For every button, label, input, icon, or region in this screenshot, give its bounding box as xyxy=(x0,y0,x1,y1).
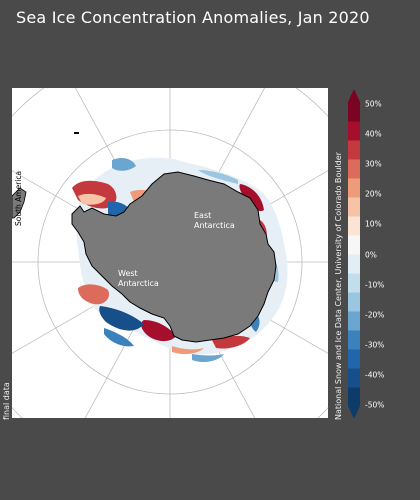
anomaly-patch xyxy=(78,284,110,305)
map-title: Sea Ice Concentration Anomalies, Jan 202… xyxy=(16,8,370,27)
colorbar: 50% 40% 30% 20% 10% 0% -10% -20% -30% -40% -50% xyxy=(346,88,406,420)
colorbar-tick-label: -30% xyxy=(365,340,385,350)
anomaly-patch xyxy=(198,170,238,184)
colorbar-segment xyxy=(348,235,360,255)
anomaly-patch xyxy=(141,320,176,342)
colorbar-segment xyxy=(348,387,360,407)
colorbar-tick-label: 40% xyxy=(365,129,382,139)
anomaly-patch xyxy=(99,306,144,331)
colorbar-segment xyxy=(348,140,360,160)
colorbar-tick-label: 0% xyxy=(365,250,377,259)
label-south-america: South America xyxy=(14,171,23,226)
colorbar-tick-label: -50% xyxy=(365,400,385,410)
anomaly-patch xyxy=(192,354,224,362)
antarctic-polar-projection: East Antarctica West Antarctica South Am… xyxy=(12,88,328,418)
anomaly-patch xyxy=(104,328,134,347)
colorbar-tick-label: -10% xyxy=(365,280,385,290)
anomaly-patch xyxy=(212,335,250,349)
label-east-antarctica-line1: East xyxy=(194,211,211,220)
colorbar-segment xyxy=(348,368,360,388)
label-east-antarctica-line2: Antarctica xyxy=(194,221,235,230)
anomaly-patch xyxy=(112,158,136,171)
label-west-antarctica-line1: West xyxy=(118,269,138,278)
antarctica-landmass xyxy=(71,171,277,343)
colorbar-tick-label: -20% xyxy=(365,310,385,320)
anomaly-patch xyxy=(239,184,264,212)
colorbar-max-extend-arrow xyxy=(348,89,360,102)
colorbar-segment xyxy=(348,254,360,274)
colorbar-scale xyxy=(348,89,360,419)
colorbar-tick-label: 10% xyxy=(365,219,382,229)
polar-map: East Antarctica West Antarctica South Am… xyxy=(12,88,328,418)
colorbar-segment xyxy=(348,197,360,217)
colorbar-tick-label: -40% xyxy=(365,370,385,380)
colorbar-segment xyxy=(348,311,360,331)
colorbar-segment xyxy=(348,216,360,236)
colorbar-segment xyxy=(348,159,360,179)
colorbar-min-extend-arrow xyxy=(348,406,360,419)
label-west-antarctica-line2: Antarctica xyxy=(118,279,159,288)
colorbar-tick-label: 50% xyxy=(365,99,382,109)
colorbar-tick-label: 20% xyxy=(365,189,382,199)
credit-label: National Snow and Ice Data Center, Unive… xyxy=(334,152,343,420)
anomaly-patch xyxy=(172,346,204,355)
colorbar-segment xyxy=(348,178,360,198)
colorbar-segment xyxy=(348,292,360,312)
colorbar-segment xyxy=(348,102,360,122)
colorbar-segment xyxy=(348,349,360,369)
colorbar-segment xyxy=(348,273,360,293)
colorbar-tick-label: 30% xyxy=(365,159,382,169)
anomaly-patch xyxy=(78,193,106,205)
data-status-label: final data xyxy=(2,382,11,420)
colorbar-segment xyxy=(348,330,360,350)
colorbar-segment xyxy=(348,121,360,141)
south-america-landmass xyxy=(12,187,27,219)
small-island xyxy=(74,132,79,134)
